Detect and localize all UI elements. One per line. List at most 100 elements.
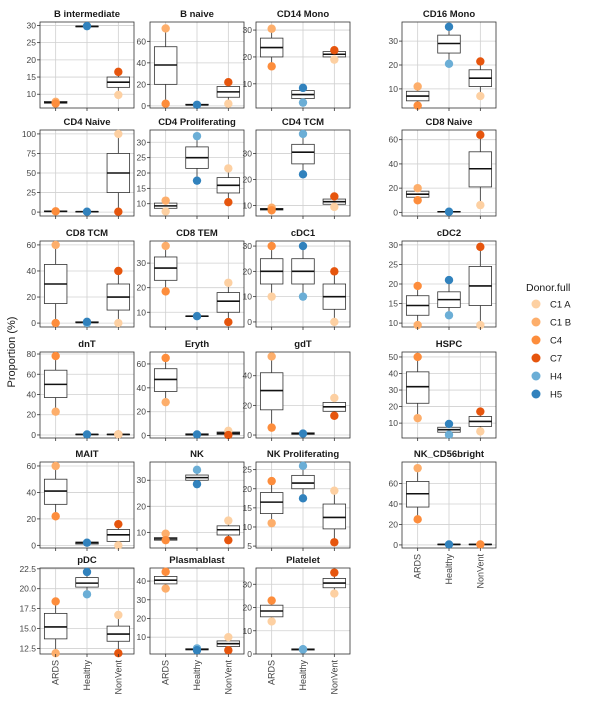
y-tick-label: 20	[389, 519, 399, 529]
legend-label: C4	[550, 336, 562, 347]
y-tick-label: 20	[243, 400, 253, 410]
x-tick-label: NonVent	[113, 660, 123, 695]
y-tick-label: 20	[137, 283, 147, 293]
x-tick-label: Healthy	[298, 660, 308, 691]
facet-title: CD4 Naive	[64, 117, 111, 128]
data-point	[330, 267, 339, 276]
legend-key	[531, 335, 541, 345]
y-tick-label: 50	[27, 168, 37, 178]
y-tick-label: 10	[137, 632, 147, 642]
y-tick-label: 40	[137, 383, 147, 393]
data-point	[51, 512, 60, 521]
data-point	[330, 538, 339, 547]
facet-panel: Platelet 0 10 20 30 ARDS Healthy NonVent	[243, 555, 351, 695]
data-point	[330, 486, 339, 495]
data-point	[224, 164, 233, 173]
y-tick-label: 15	[27, 72, 37, 82]
facet-panel: CD8 TCM 0 20 40 60	[27, 228, 135, 330]
data-point	[224, 516, 233, 525]
data-point	[298, 461, 308, 471]
data-point	[51, 99, 60, 108]
y-tick-label: 10	[243, 626, 253, 636]
y-tick-label: 0	[31, 318, 36, 328]
data-point	[298, 494, 308, 503]
y-tick-label: 20	[243, 266, 253, 276]
y-tick-label: 10	[243, 79, 253, 89]
data-point	[82, 317, 92, 326]
y-tick-label: 25	[389, 259, 399, 269]
data-point	[161, 207, 170, 216]
data-point	[224, 197, 233, 207]
data-point	[192, 479, 202, 489]
data-point	[114, 430, 123, 439]
data-point	[476, 320, 485, 330]
facet-panel: HSPC 10 20 30 40 50	[389, 339, 497, 441]
data-point	[114, 266, 123, 276]
facet-title: CD8 TCM	[66, 228, 108, 239]
data-point	[192, 430, 202, 439]
facet-title: CD16 Mono	[423, 9, 475, 20]
data-point	[82, 590, 92, 599]
y-tick-label: 10	[27, 89, 37, 99]
y-tick-label: 10	[137, 307, 147, 317]
facet-panel: CD4 TCM 10 20 30	[243, 117, 351, 219]
data-point	[330, 411, 339, 420]
data-point	[192, 646, 202, 655]
y-tick-label: 30	[137, 258, 147, 268]
data-point	[161, 529, 170, 538]
data-point	[114, 129, 123, 139]
data-point	[298, 241, 308, 251]
data-point	[267, 476, 276, 486]
data-point	[82, 21, 92, 31]
data-point	[413, 352, 422, 362]
y-tick-label: 30	[389, 36, 399, 46]
facet-panel: CD14 Mono 10 20 30	[243, 9, 351, 111]
data-point	[476, 57, 485, 66]
data-point	[330, 317, 339, 327]
data-point	[413, 196, 422, 205]
legend-label: C1 B	[550, 318, 571, 329]
data-point	[298, 170, 308, 179]
y-tick-label: 22.5	[19, 564, 36, 574]
data-point	[413, 463, 422, 473]
facet-panel: dnT 0 20 40 60 80	[27, 339, 135, 441]
data-point	[224, 278, 233, 287]
facet-title: B intermediate	[54, 9, 120, 20]
facet-title: NK Proliferating	[267, 449, 340, 460]
legend-label: H5	[550, 390, 562, 401]
y-tick-label: 20	[243, 52, 253, 62]
box	[322, 503, 347, 530]
facet-panel: NK Proliferating 5 10 15 20 25	[243, 449, 351, 551]
y-tick-label: 20	[27, 55, 37, 65]
y-tick-label: 40	[137, 58, 147, 68]
data-point	[476, 91, 485, 101]
data-point	[267, 292, 276, 301]
facet-title: cDC1	[291, 228, 316, 239]
y-tick-label: 25	[137, 153, 147, 163]
legend-key	[531, 299, 541, 309]
x-tick-label: ARDS	[161, 660, 171, 685]
data-point	[267, 423, 276, 432]
data-point	[224, 78, 233, 87]
y-tick-label: 30	[137, 137, 147, 147]
data-point	[413, 183, 422, 193]
y-tick-label: 10	[243, 292, 253, 302]
y-tick-label: 20	[243, 603, 253, 613]
data-point	[51, 597, 60, 606]
y-tick-label: 25	[27, 38, 37, 48]
data-point	[298, 129, 308, 139]
y-tick-label: 20	[389, 279, 399, 289]
data-point	[192, 311, 202, 321]
y-tick-label: 20	[27, 292, 37, 302]
y-tick-label: 30	[389, 240, 399, 250]
data-point	[51, 318, 60, 328]
y-tick-label: 20	[243, 484, 253, 494]
facet-panel: CD16 Mono 10 20 30	[389, 9, 497, 111]
data-point	[51, 207, 60, 216]
data-point	[161, 353, 170, 363]
x-tick-label: NonVent	[329, 660, 339, 695]
y-tick-label: 20.0	[19, 584, 36, 594]
y-tick-label: 30	[243, 148, 253, 158]
